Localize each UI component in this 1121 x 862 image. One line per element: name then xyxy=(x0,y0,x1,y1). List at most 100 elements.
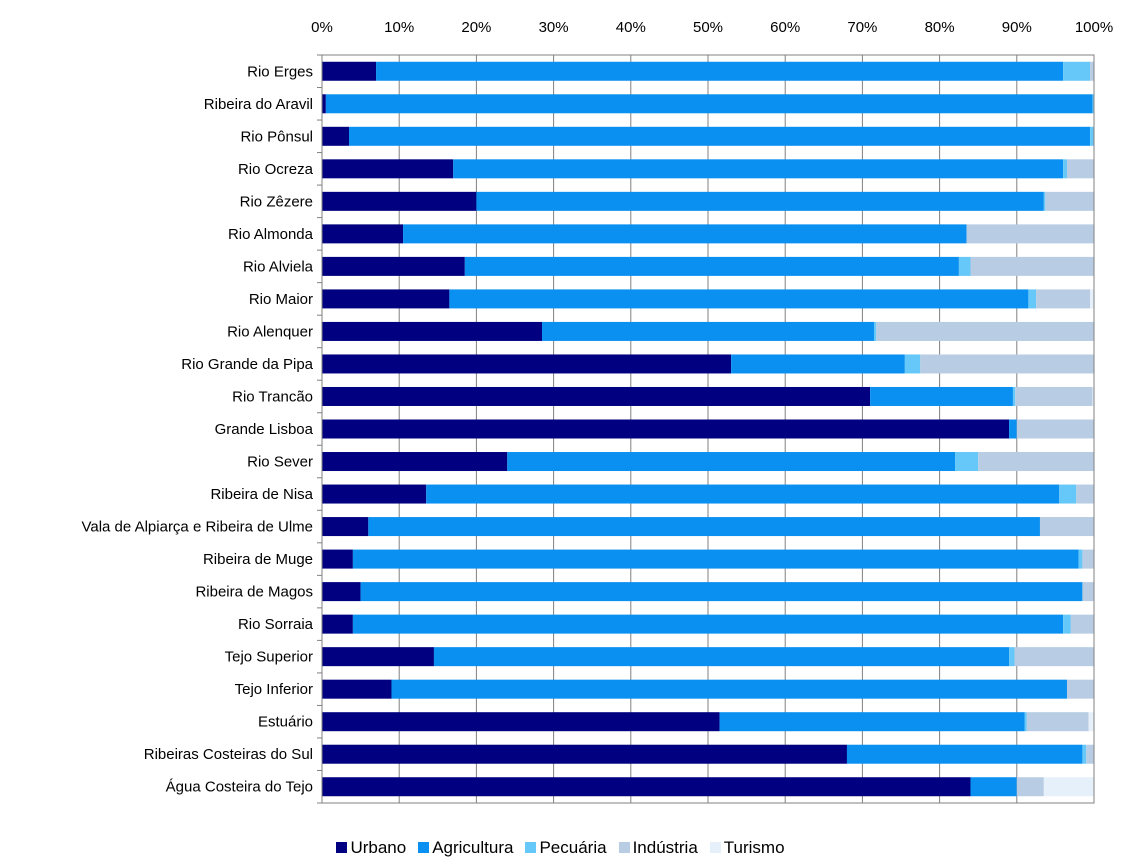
bar-industria xyxy=(1015,386,1093,406)
bar-industria xyxy=(1090,61,1094,81)
bar-urbano xyxy=(322,549,353,569)
bar-industria xyxy=(1016,777,1044,797)
bar-industria xyxy=(1016,419,1094,439)
bar-urbano xyxy=(322,224,404,244)
legend-swatch xyxy=(525,842,537,853)
legend-item: Turismo xyxy=(709,838,785,858)
category-label: Vala de Alpiarça e Ribeira de Ulme xyxy=(81,519,313,536)
stacked-bar-chart: 0% 10% 20% 30% 40% 50% 60% 70% 80% 90% 100% Rio Er… xyxy=(81,19,1113,804)
bar-pecuaria xyxy=(1082,744,1087,764)
bar-pecuaria xyxy=(1078,549,1083,569)
bar-urbano xyxy=(322,679,392,699)
legend-swatch xyxy=(618,842,630,853)
bar-industria xyxy=(1076,484,1094,504)
bar-pecuaria xyxy=(873,321,877,341)
legend-item: Agricultura xyxy=(418,838,513,858)
bar-pecuaria xyxy=(1090,126,1094,146)
legend-item: Indústria xyxy=(618,838,698,858)
bar-industria xyxy=(966,224,1094,244)
x-tick-label: 50% xyxy=(693,19,723,36)
x-tick-label: 10% xyxy=(384,19,414,36)
bar-pecuaria xyxy=(955,452,979,472)
bar-urbano xyxy=(322,614,353,634)
legend-item: Urbano xyxy=(336,838,406,858)
bar-industria xyxy=(1082,582,1094,602)
bars xyxy=(322,61,1094,797)
legend-label: Turismo xyxy=(723,838,785,857)
bar-urbano xyxy=(322,517,369,537)
bar-agricultura xyxy=(464,256,959,276)
x-tick-label: 40% xyxy=(616,19,646,36)
category-label: Rio Alenquer xyxy=(227,323,313,340)
bar-urbano xyxy=(322,419,1010,439)
category-label: Ribeira do Aravil xyxy=(204,96,313,113)
bar-urbano xyxy=(322,159,454,179)
bar-industria xyxy=(1014,647,1094,667)
x-tick-label: 100% xyxy=(1075,19,1113,36)
category-label: Tejo Superior xyxy=(225,649,313,666)
category-label: Tejo Inferior xyxy=(235,681,313,698)
legend-swatch xyxy=(336,842,348,853)
bar-urbano xyxy=(322,452,508,472)
bar-industria xyxy=(1066,159,1094,179)
category-label: Rio Grande da Pipa xyxy=(181,356,313,373)
x-tick-labels: 0% 10% 20% 30% 40% 50% 60% 70% 80% 90% 100% xyxy=(311,19,1113,36)
category-label: Ribeira de Nisa xyxy=(210,486,313,503)
bar-urbano xyxy=(322,354,732,374)
axes xyxy=(317,54,1095,804)
bar-urbano xyxy=(322,321,543,341)
bar-agricultura xyxy=(368,517,1040,537)
bar-industria xyxy=(1066,679,1094,699)
bar-pecuaria xyxy=(1059,484,1077,504)
bar-urbano xyxy=(322,61,377,81)
bar-urbano xyxy=(322,777,971,797)
bar-industria xyxy=(970,256,1094,276)
bar-pecuaria xyxy=(958,256,971,276)
category-label: Rio Sorraia xyxy=(238,616,314,633)
bar-agricultura xyxy=(476,191,1044,211)
bar-urbano xyxy=(322,94,326,114)
bar-agricultura xyxy=(970,777,1017,797)
category-label: Rio Zêzere xyxy=(240,193,313,210)
plot-frame xyxy=(321,54,1095,804)
bar-agricultura xyxy=(449,289,1029,309)
bar-agricultura xyxy=(542,321,874,341)
category-label: Rio Almonda xyxy=(228,226,314,243)
bar-agricultura xyxy=(433,647,1010,667)
bar-agricultura xyxy=(352,614,1064,634)
bar-pecuaria xyxy=(1063,614,1071,634)
bar-turismo xyxy=(1092,386,1094,406)
bar-turismo xyxy=(1090,289,1094,309)
bar-pecuaria xyxy=(1028,289,1037,309)
x-tick-label: 60% xyxy=(770,19,800,36)
bar-pecuaria xyxy=(1012,386,1016,406)
bar-turismo xyxy=(1088,712,1094,732)
category-label: Rio Maior xyxy=(249,291,313,308)
bar-agricultura xyxy=(846,744,1083,764)
legend: Urbano Agricultura Pecuária Indústria Turism… xyxy=(0,838,1121,858)
bar-industria xyxy=(1039,517,1094,537)
bar-agricultura xyxy=(426,484,1060,504)
bar-pecuaria xyxy=(1063,61,1091,81)
category-labels: Rio Erges Ribeira do Aravil Rio Pônsul Rio … xyxy=(81,63,313,795)
bar-urbano xyxy=(322,126,350,146)
category-label: Rio Pônsul xyxy=(240,128,313,145)
category-label: Ribeira de Magos xyxy=(195,584,313,601)
category-label: Estuário xyxy=(258,714,313,731)
bar-pecuaria xyxy=(904,354,921,374)
category-label: Água Costeira do Tejo xyxy=(166,779,313,796)
bar-agricultura xyxy=(870,386,1013,406)
x-tick-label: 70% xyxy=(847,19,877,36)
bar-urbano xyxy=(322,484,427,504)
bar-agricultura xyxy=(349,126,1091,146)
bar-pecuaria xyxy=(1043,191,1046,211)
x-tick-label: 30% xyxy=(539,19,569,36)
bar-industria xyxy=(1036,289,1091,309)
bar-agricultura xyxy=(1009,419,1017,439)
bar-industria xyxy=(1045,191,1094,211)
bar-urbano xyxy=(322,256,465,276)
bar-pecuaria xyxy=(1024,712,1027,732)
legend-swatch xyxy=(418,842,430,853)
category-label: Grande Lisboa xyxy=(215,421,314,438)
bar-agricultura xyxy=(403,224,967,244)
